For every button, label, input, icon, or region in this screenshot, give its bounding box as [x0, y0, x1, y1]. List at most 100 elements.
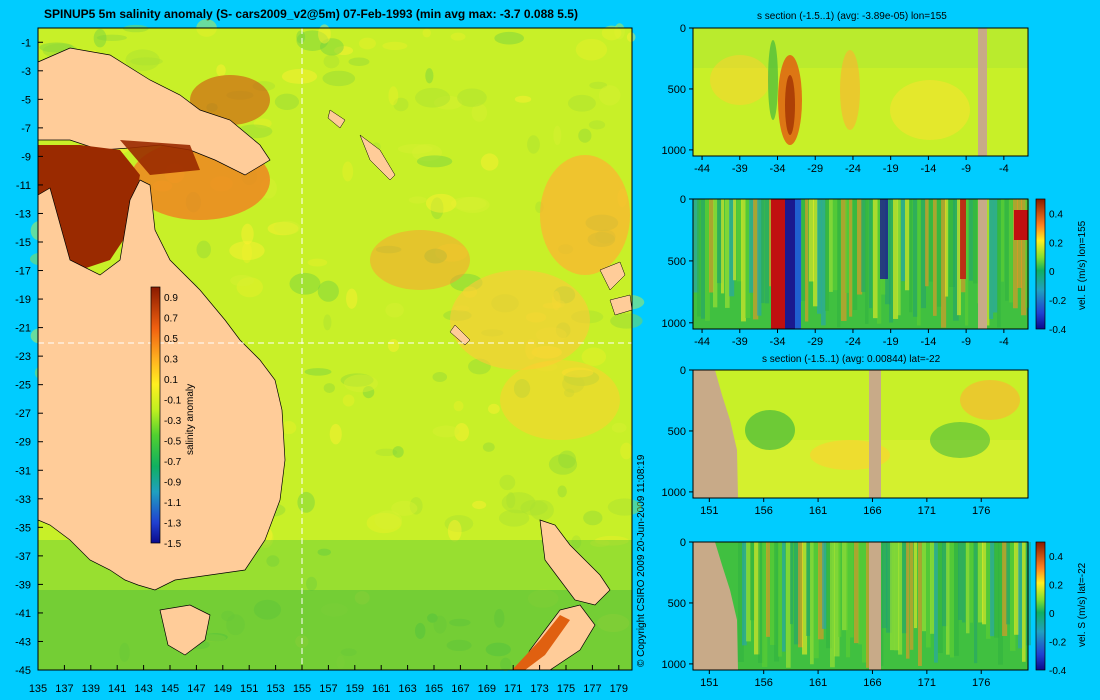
- vel-colorbar-tick: -0.2: [1049, 638, 1067, 649]
- salinity-colorbar-tick: 0.1: [164, 375, 178, 386]
- section-x-tick: -24: [845, 163, 861, 175]
- map-x-tick: 147: [187, 683, 205, 695]
- vel-s-colorbar: 0.4 0.2 0 -0.2 -0.4 vel. S (m/s) lat=-22: [1035, 541, 1088, 677]
- vel-colorbar-tick: -0.4: [1049, 666, 1067, 677]
- section-x-tick: 151: [700, 505, 718, 517]
- section-x-tick: -29: [807, 163, 823, 175]
- section-x-tick: 161: [809, 677, 827, 689]
- map-y-tick: -29: [15, 437, 31, 449]
- map-y-tick: -21: [15, 323, 31, 335]
- map-x-tick: 171: [504, 683, 522, 695]
- vel-colorbar-tick: 0: [1049, 609, 1055, 620]
- salinity-colorbar-tick: -0.9: [164, 478, 182, 489]
- section-y-tick: 500: [668, 84, 686, 96]
- vel-s-colorbar-label: vel. S (m/s) lat=-22: [1077, 562, 1088, 647]
- section-y-tick: 1000: [662, 145, 686, 157]
- section-y-tick: 1000: [662, 487, 686, 499]
- main-map: 0.9 0.7 0.5 0.3 0.1 -0.1 -0.3 -0.5 -0.7 -0.9 -1.1 -…: [15, 19, 645, 695]
- salinity-colorbar-tick: 0.9: [164, 293, 178, 304]
- salinity-colorbar-label: salinity anomaly: [185, 384, 196, 455]
- section-x-tick: 166: [863, 505, 881, 517]
- section-x-tick: -34: [770, 336, 786, 348]
- salinity-colorbar-tick: -0.1: [164, 396, 182, 407]
- map-x-tick: 139: [82, 683, 100, 695]
- salinity-colorbar-tick: 0.7: [164, 314, 178, 325]
- salinity-colorbar: 0.9 0.7 0.5 0.3 0.1 -0.1 -0.3 -0.5 -0.7 -0.9 -1.1 -…: [150, 286, 196, 550]
- salinity-colorbar-tick: 0.5: [164, 334, 178, 345]
- section-3-title: s section (-1.5..1) (avg: 0.00844) lat=-…: [762, 354, 941, 365]
- section-x-tick: -9: [961, 163, 971, 175]
- map-x-tick: 151: [240, 683, 258, 695]
- section-x-tick: 161: [809, 505, 827, 517]
- section-x-tick: 171: [918, 505, 936, 517]
- map-x-tick: 173: [530, 683, 548, 695]
- vel-colorbar-tick: 0.2: [1049, 238, 1063, 249]
- map-y-tick: -1: [21, 37, 31, 49]
- section-x-tick: 151: [700, 677, 718, 689]
- section-y-tick: 500: [668, 426, 686, 438]
- map-y-tick: -33: [15, 494, 31, 506]
- section-x-tick: 166: [863, 677, 881, 689]
- section-x-tick: -24: [845, 336, 861, 348]
- section-x-tick: -44: [694, 336, 710, 348]
- salinity-colorbar-tick: -0.7: [164, 457, 182, 468]
- section-y-tick: 0: [680, 365, 686, 377]
- map-x-tick: 163: [398, 683, 416, 695]
- section-panel-3: 151 156 161 166 171 176 0 500 1000: [662, 365, 1029, 517]
- map-y-tick: -7: [21, 123, 31, 135]
- map-y-tick: -39: [15, 579, 31, 591]
- section-x-tick: -4: [999, 163, 1009, 175]
- vel-colorbar-tick: -0.2: [1049, 296, 1067, 307]
- map-x-tick: 137: [55, 683, 73, 695]
- map-x-tick: 161: [372, 683, 390, 695]
- salinity-colorbar-tick: -0.3: [164, 416, 182, 427]
- map-x-tick: 177: [583, 683, 601, 695]
- section-x-tick: -14: [920, 163, 936, 175]
- map-y-tick: -41: [15, 608, 31, 620]
- section-x-tick: 171: [918, 677, 936, 689]
- section-x-tick: -9: [961, 336, 971, 348]
- map-x-tick: 143: [134, 683, 152, 695]
- salinity-colorbar-tick: -1.5: [164, 539, 182, 550]
- section-y-tick: 1000: [662, 318, 686, 330]
- map-y-tick: -35: [15, 522, 31, 534]
- map-x-tick: 135: [29, 683, 47, 695]
- map-x-tick: 155: [293, 683, 311, 695]
- map-y-tick: -27: [15, 408, 31, 420]
- section-4-land: [693, 542, 738, 670]
- map-x-tick: 165: [425, 683, 443, 695]
- section-x-tick: 156: [755, 505, 773, 517]
- section-x-tick: -39: [732, 336, 748, 348]
- map-x-tick: 157: [319, 683, 337, 695]
- section-y-tick: 0: [680, 537, 686, 549]
- section-panel-2: 0.4 0.2 0 -0.2 -0.4 vel. E (m/s) lon=155 -44…: [662, 194, 1088, 348]
- salinity-colorbar-tick: -0.5: [164, 437, 182, 448]
- map-x-tick: 145: [161, 683, 179, 695]
- australia-land: [37, 179, 286, 591]
- section-y-tick: 1000: [662, 659, 686, 671]
- section-x-tick: -4: [999, 336, 1009, 348]
- section-3-land: [693, 370, 738, 498]
- section-x-tick: 176: [972, 677, 990, 689]
- map-y-tick: -31: [15, 465, 31, 477]
- section-panel-4: 0.4 0.2 0 -0.2 -0.4 vel. S (m/s) lat=-22 151…: [662, 537, 1088, 689]
- map-y-tick: -5: [21, 94, 31, 106]
- section-x-tick: 156: [755, 677, 773, 689]
- map-y-tick: -9: [21, 151, 31, 163]
- salinity-colorbar-tick: 0.3: [164, 355, 178, 366]
- section-x-tick: -34: [770, 163, 786, 175]
- vel-colorbar-tick: -0.4: [1049, 325, 1067, 336]
- section-y-tick: 500: [668, 256, 686, 268]
- section-x-tick: -44: [694, 163, 710, 175]
- map-x-tick: 169: [478, 683, 496, 695]
- map-x-tick: 153: [266, 683, 284, 695]
- map-y-tick: -11: [16, 180, 31, 192]
- salinity-colorbar-tick: -1.3: [164, 519, 182, 530]
- map-y-tick: -43: [15, 636, 31, 648]
- section-x-tick: -29: [807, 336, 823, 348]
- vel-e-colorbar-label: vel. E (m/s) lon=155: [1077, 220, 1088, 310]
- vel-colorbar-tick: 0.2: [1049, 581, 1063, 592]
- map-y-tick: -45: [15, 665, 31, 677]
- map-x-tick: 167: [451, 683, 469, 695]
